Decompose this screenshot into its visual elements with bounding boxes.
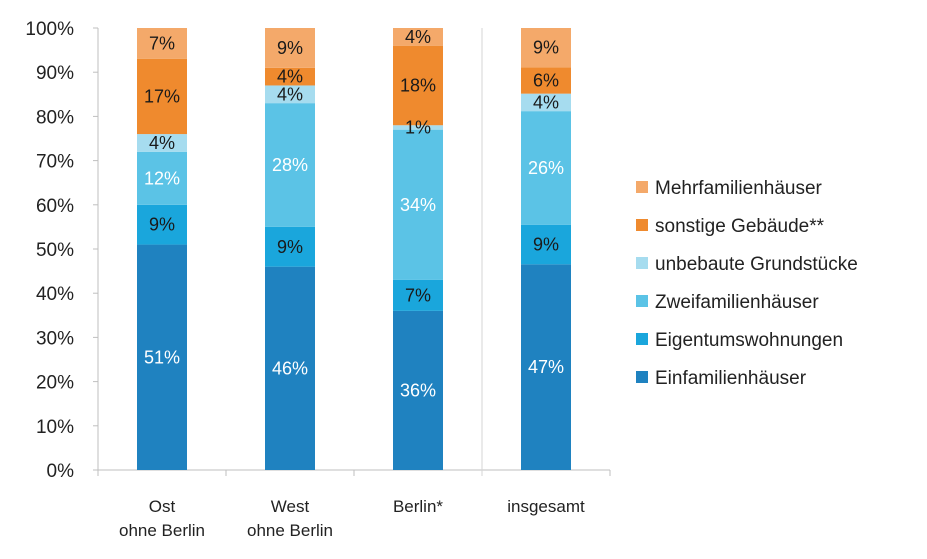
segment-value-label: 7% bbox=[405, 285, 431, 305]
y-tick-label: 60% bbox=[36, 196, 74, 217]
segment-value-label: 12% bbox=[144, 168, 180, 188]
segment-value-label: 4% bbox=[277, 67, 303, 87]
bar-segment bbox=[521, 67, 571, 94]
legend: Mehrfamilienhäuser sonstige Gebäude** unbe… bbox=[636, 178, 858, 389]
segment-value-label: 1% bbox=[405, 117, 431, 137]
legend-swatch bbox=[636, 295, 648, 307]
segment-value-label: 4% bbox=[277, 84, 303, 104]
legend-swatch bbox=[636, 371, 648, 383]
legend-swatch bbox=[636, 181, 648, 193]
segment-value-label: 36% bbox=[400, 380, 436, 400]
legend-label: Zweifamilienhäuser bbox=[655, 292, 819, 313]
bar-segment bbox=[137, 204, 187, 245]
y-tick-label: 10% bbox=[36, 417, 74, 438]
segment-value-label: 47% bbox=[528, 357, 564, 377]
segment-value-label: 9% bbox=[149, 215, 175, 235]
bar-segment bbox=[521, 224, 571, 265]
category-label: West ohne Berlin bbox=[247, 497, 333, 540]
legend-label: Eigentumswohnungen bbox=[655, 330, 843, 351]
segment-value-label: 17% bbox=[144, 87, 180, 107]
bars-layer bbox=[137, 28, 571, 470]
y-tick-label: 90% bbox=[36, 63, 74, 84]
y-tick-label: 100% bbox=[25, 19, 74, 40]
bar-segment bbox=[265, 226, 315, 267]
y-tick-label: 40% bbox=[36, 284, 74, 305]
bar-segment bbox=[393, 28, 443, 46]
category-label: Berlin* bbox=[393, 497, 443, 516]
bar-segment bbox=[265, 28, 315, 68]
segment-value-label: 7% bbox=[149, 33, 175, 53]
segment-value-label: 46% bbox=[272, 358, 308, 378]
segment-value-label: 9% bbox=[533, 235, 559, 255]
y-tick-label: 50% bbox=[36, 240, 74, 261]
y-tick-label: 80% bbox=[36, 107, 74, 128]
segment-value-label: 51% bbox=[144, 347, 180, 367]
segment-value-label: 6% bbox=[533, 71, 559, 91]
bar-segment bbox=[137, 244, 187, 470]
bar-segment bbox=[137, 134, 187, 152]
bar-segment bbox=[393, 279, 443, 311]
bar-segment bbox=[265, 103, 315, 227]
segment-labels-layer: 51%9%12%4%17%7%46%9%28%4%4%9%36%7%34%1%1… bbox=[144, 27, 564, 401]
legend-label: Mehrfamilienhäuser bbox=[655, 178, 823, 199]
segment-value-label: 9% bbox=[277, 38, 303, 58]
bar-segment bbox=[521, 93, 571, 112]
bar-segment bbox=[393, 129, 443, 280]
legend-swatch bbox=[636, 219, 648, 231]
category-label: Ost ohne Berlin bbox=[119, 497, 205, 540]
bar-segment bbox=[393, 125, 443, 130]
segment-value-label: 26% bbox=[528, 158, 564, 178]
segment-value-label: 28% bbox=[272, 155, 308, 175]
bar-segment bbox=[393, 45, 443, 126]
bar-segment bbox=[521, 28, 571, 68]
legend-label: sonstige Gebäude** bbox=[655, 216, 825, 237]
legend-label: Einfamilienhäuser bbox=[655, 368, 807, 389]
bar-segment bbox=[137, 28, 187, 59]
bar-segment bbox=[393, 310, 443, 470]
segment-value-label: 18% bbox=[400, 75, 436, 95]
segment-value-label: 4% bbox=[533, 92, 559, 112]
bar-segment bbox=[137, 151, 187, 205]
segment-value-label: 9% bbox=[533, 38, 559, 58]
legend-label: unbebaute Grundstücke bbox=[655, 254, 858, 275]
segment-value-label: 4% bbox=[149, 133, 175, 153]
segment-value-label: 9% bbox=[277, 237, 303, 257]
bar-segment bbox=[521, 111, 571, 225]
legend-swatch bbox=[636, 257, 648, 269]
y-tick-label: 30% bbox=[36, 328, 74, 349]
y-tick-label: 0% bbox=[47, 461, 75, 482]
bar-segment bbox=[265, 67, 315, 86]
bar-segment bbox=[265, 85, 315, 104]
y-tick-label: 70% bbox=[36, 152, 74, 173]
bar-segment bbox=[137, 58, 187, 135]
bar-segment bbox=[265, 266, 315, 470]
bar-segment bbox=[521, 264, 571, 470]
segment-value-label: 34% bbox=[400, 195, 436, 215]
category-labels-layer: Ost ohne Berlin West ohne Berlin Berlin* insg… bbox=[119, 497, 585, 540]
category-label: insgesamt bbox=[507, 497, 585, 516]
legend-swatch bbox=[636, 333, 648, 345]
segment-value-label: 4% bbox=[405, 27, 431, 47]
y-tick-label: 20% bbox=[36, 373, 74, 394]
